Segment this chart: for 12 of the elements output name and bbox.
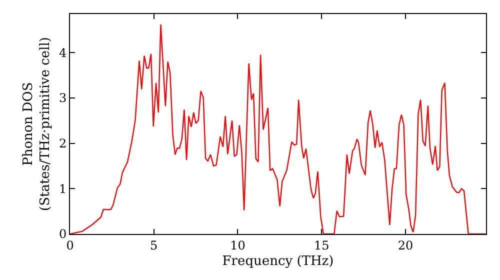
y-tick-label: 1 — [58, 182, 67, 196]
line-series — [70, 24, 486, 234]
y-axis-title: Phonon DOS (States/THz·primitive cell) — [21, 36, 53, 212]
x-tick-label: 10 — [230, 238, 246, 252]
x-tick-label: 5 — [150, 238, 158, 252]
x-tick-label: 20 — [398, 238, 414, 252]
y-tick-label: 4 — [58, 46, 67, 60]
y-tick-label: 0 — [58, 227, 67, 242]
x-axis-title: Frequency (THz) — [222, 254, 334, 269]
y-tick-label: 2 — [58, 136, 67, 150]
y-tick-label: 3 — [58, 91, 67, 106]
x-tick-label: 15 — [314, 238, 330, 252]
